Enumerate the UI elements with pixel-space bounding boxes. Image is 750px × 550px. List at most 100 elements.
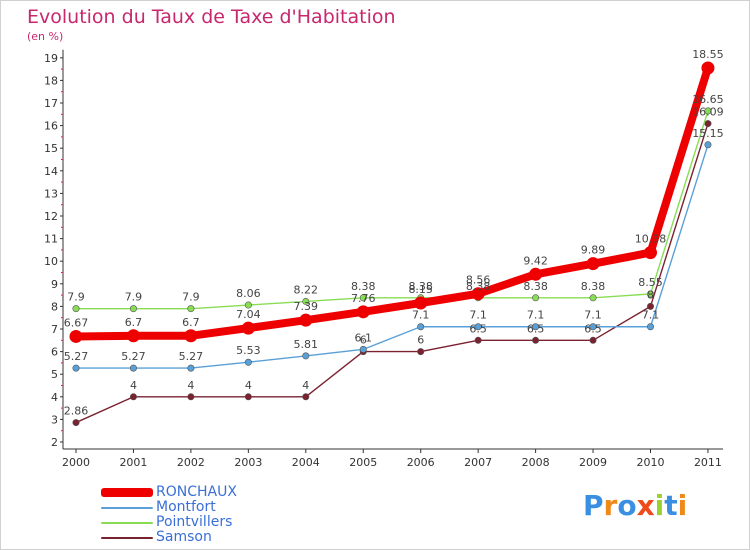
data-label: 7.1: [412, 309, 430, 322]
legend-item-pointvillers: Pointvillers: [101, 515, 237, 530]
data-label: 7.9: [182, 291, 200, 304]
data-label: 6.5: [584, 322, 602, 335]
data-point: [184, 329, 198, 343]
data-point: [532, 323, 540, 331]
y-tick-label: 4: [51, 391, 58, 404]
series-layer: [69, 61, 715, 427]
chart-title: Evolution du Taux de Taxe d'Habitation: [27, 6, 396, 28]
y-tick-label: 14: [44, 165, 58, 178]
data-label: 8.38: [466, 280, 491, 293]
data-label: 18.55: [692, 48, 724, 61]
data-label: 7.9: [125, 291, 143, 304]
x-tick-label: 2006: [407, 456, 435, 469]
data-point: [646, 323, 654, 331]
data-label: 2.86: [64, 405, 89, 418]
legend-swatch: [101, 536, 153, 539]
y-tick-label: 2: [51, 436, 58, 449]
x-tick-label: 2005: [349, 456, 377, 469]
data-point: [129, 305, 137, 313]
data-label: 8.38: [408, 280, 433, 293]
y-tick-label: 19: [44, 52, 58, 65]
data-label: 7.1: [469, 309, 487, 322]
data-label: 6: [417, 334, 424, 347]
series-line-samson: [75, 122, 709, 424]
data-point: [299, 313, 313, 327]
data-point: [302, 297, 310, 305]
data-point: [474, 323, 482, 331]
logo-letter: r: [603, 489, 618, 522]
data-point: [644, 246, 657, 260]
data-point: [359, 345, 367, 353]
data-point: [302, 393, 310, 401]
x-tick-label: 2001: [119, 456, 147, 469]
data-label: 7.9: [67, 291, 85, 304]
data-point: [529, 267, 543, 281]
y-tick-label: 6: [51, 346, 58, 359]
data-point: [417, 323, 425, 331]
y-tick-label: 18: [44, 74, 58, 87]
data-label: 7.04: [236, 308, 261, 321]
y-tick-label: 9: [51, 278, 58, 291]
legend-item-ronchaux: RONCHAUX: [101, 485, 237, 500]
data-label: 6.1: [355, 331, 373, 344]
data-label: 6.7: [125, 316, 143, 329]
data-label: 5.27: [179, 350, 204, 363]
legend-label: RONCHAUX: [156, 484, 237, 500]
legend-swatch: [101, 506, 153, 509]
data-point: [414, 296, 428, 310]
data-label: 8.38: [581, 280, 606, 293]
legend-item-samson: Samson: [101, 530, 237, 545]
data-label: 16.09: [692, 106, 724, 119]
data-label: 6.7: [182, 316, 200, 329]
data-label: 16.65: [692, 93, 724, 106]
y-tick-label: 11: [44, 233, 58, 246]
data-label: 7.1: [642, 309, 660, 322]
y-tick-label: 8: [51, 300, 58, 313]
y-tick-label: 5: [51, 368, 58, 381]
data-label: 8.06: [236, 287, 261, 300]
data-label: 6.67: [64, 316, 89, 329]
data-point: [704, 107, 712, 115]
data-point: [187, 364, 195, 372]
data-labels-layer: 2.86 4 4 4 4 6 6 6.5 6.5 6.5 8 16.09 5.27 5.27 5.27 5.5…: [64, 48, 724, 418]
y-tick-label: 12: [44, 210, 58, 223]
x-tick-label: 2002: [177, 456, 205, 469]
data-label: 8.15: [408, 283, 433, 296]
series-line-ronchaux: [72, 63, 712, 341]
y-tick-label: 10: [44, 255, 58, 268]
x-tick-label: 2009: [579, 456, 607, 469]
x-tick-label: 2003: [234, 456, 262, 469]
data-label: 6: [360, 334, 367, 347]
data-label: 8.38: [351, 280, 376, 293]
data-label: 4: [187, 379, 194, 392]
data-label: 5.53: [236, 344, 261, 357]
data-point: [701, 61, 715, 75]
data-point: [187, 305, 195, 313]
chart-subtitle: (en %): [27, 30, 64, 43]
proxiti-logo: Proxiti: [583, 489, 687, 522]
data-label: 10.38: [635, 233, 667, 246]
data-label: 7.1: [584, 309, 602, 322]
data-label: 7.76: [351, 292, 376, 305]
data-point: [241, 321, 255, 335]
data-label: 8.38: [523, 280, 548, 293]
legend-label: Samson: [156, 529, 212, 545]
data-point: [646, 302, 654, 310]
y-tick-label: 17: [44, 97, 58, 110]
data-point: [72, 364, 80, 372]
series-line-pointvillers: [75, 110, 709, 310]
data-point: [532, 294, 540, 302]
data-label: 8.56: [466, 274, 491, 287]
data-point: [72, 305, 80, 313]
data-label: 6.5: [527, 322, 545, 335]
data-point: [244, 301, 252, 309]
logo-letter: i: [654, 489, 665, 522]
data-point: [589, 294, 597, 302]
data-label: 5.27: [64, 350, 89, 363]
logo-letter: t: [664, 489, 678, 522]
legend-swatch: [101, 521, 153, 524]
logo-letter: i: [677, 489, 688, 522]
data-label: 6.5: [469, 322, 487, 335]
legend-label: Montfort: [156, 499, 216, 515]
